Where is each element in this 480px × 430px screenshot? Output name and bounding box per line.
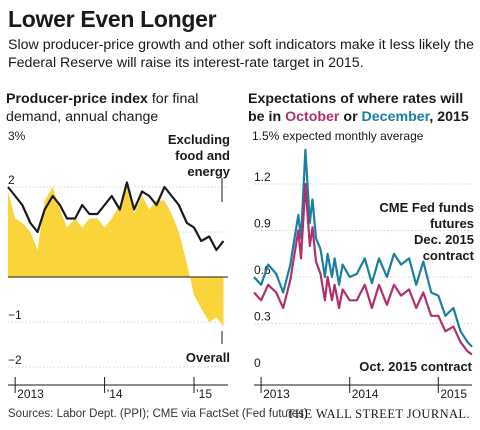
x-tick-label: 2014 bbox=[352, 387, 379, 401]
left-chart-title-rest: for final demand, annual change bbox=[6, 91, 199, 125]
core-series-label: energy bbox=[187, 164, 230, 179]
dek: Slow producer-price growth and other sof… bbox=[8, 37, 475, 71]
y-tick-label: 0 bbox=[254, 356, 261, 370]
left-chart-title: Producer-price index for final demand, a… bbox=[6, 90, 236, 126]
right-title-or: or bbox=[339, 109, 362, 125]
y-tick-label: 0.9 bbox=[254, 217, 271, 231]
x-tick-label: 2015 bbox=[440, 387, 467, 401]
core-series-line bbox=[7, 181, 225, 252]
october-series-label: Oct. 2015 contract bbox=[359, 359, 472, 374]
headline: Lower Even Longer bbox=[8, 6, 217, 32]
october-label-background bbox=[344, 358, 472, 374]
december-series-label: contract bbox=[423, 248, 475, 263]
december-series-label: Dec. 2015 bbox=[414, 232, 474, 247]
publisher-credit: THE WALL STREET JOURNAL. bbox=[287, 407, 470, 421]
overall-series-label: Overall bbox=[186, 350, 230, 365]
right-chart-title: Expectations of where rates will be in O… bbox=[248, 90, 480, 126]
december-series-line bbox=[253, 148, 473, 348]
fed-futures-chart: 1.5% expected monthly average1.20.90.60.… bbox=[252, 129, 475, 401]
right-title-october: October bbox=[285, 109, 340, 125]
sources-note: Sources: Labor Dept. (PPI); CME via Fact… bbox=[8, 408, 308, 420]
x-tick-label: ’14 bbox=[107, 387, 123, 401]
december-series-label: futures bbox=[430, 216, 474, 231]
core-series-label: Excluding bbox=[168, 132, 230, 147]
y-tick-label: 1.2 bbox=[254, 170, 271, 184]
december-series-label: CME Fed funds bbox=[379, 200, 474, 215]
y-tick-label: 2 bbox=[8, 173, 15, 187]
october-series-line bbox=[253, 182, 473, 356]
y-tick-label: 0.3 bbox=[254, 310, 271, 324]
x-tick-label: ’15 bbox=[196, 387, 212, 401]
right-title-a: Expectations of where rates will be in bbox=[248, 91, 464, 125]
y-tick-label: −1 bbox=[8, 308, 22, 322]
right-title-december: December bbox=[361, 109, 430, 125]
y-unit-label: 1.5% expected monthly average bbox=[252, 129, 424, 143]
x-tick-label: 2013 bbox=[263, 387, 290, 401]
overall-series-area bbox=[8, 187, 224, 327]
left-chart-title-bold: Producer-price index bbox=[6, 91, 148, 107]
core-series-label: food and bbox=[175, 148, 230, 163]
right-title-end: , 2015 bbox=[429, 109, 469, 125]
y-unit-label: 3% bbox=[8, 129, 26, 143]
x-tick-label: 2013 bbox=[17, 387, 44, 401]
y-tick-label: −2 bbox=[8, 353, 22, 367]
